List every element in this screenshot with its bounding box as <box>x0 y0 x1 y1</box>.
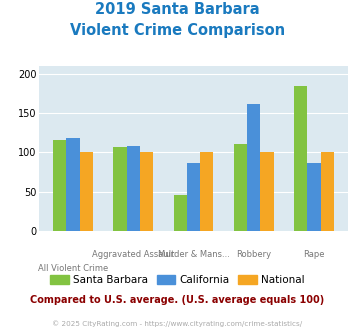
Bar <box>53 140 66 231</box>
Bar <box>321 152 334 231</box>
Text: All Violent Crime: All Violent Crime <box>38 264 108 273</box>
Text: Murder & Mans...: Murder & Mans... <box>158 250 229 259</box>
Bar <box>127 146 140 231</box>
Text: Compared to U.S. average. (U.S. average equals 100): Compared to U.S. average. (U.S. average … <box>31 295 324 305</box>
Text: Robbery: Robbery <box>236 250 271 259</box>
Bar <box>294 86 307 231</box>
Bar <box>113 147 127 231</box>
Text: © 2025 CityRating.com - https://www.cityrating.com/crime-statistics/: © 2025 CityRating.com - https://www.city… <box>53 320 302 327</box>
Bar <box>187 163 200 231</box>
Bar <box>66 138 80 231</box>
Text: 2019 Santa Barbara: 2019 Santa Barbara <box>95 2 260 16</box>
Text: Violent Crime Comparison: Violent Crime Comparison <box>70 23 285 38</box>
Bar <box>247 104 260 231</box>
Bar <box>200 152 213 231</box>
Bar <box>80 152 93 231</box>
Bar <box>307 163 321 231</box>
Text: Rape: Rape <box>303 250 325 259</box>
Bar <box>260 152 274 231</box>
Bar <box>174 195 187 231</box>
Bar <box>140 152 153 231</box>
Text: Aggravated Assault: Aggravated Assault <box>92 250 174 259</box>
Legend: Santa Barbara, California, National: Santa Barbara, California, National <box>46 271 309 289</box>
Bar <box>234 144 247 231</box>
